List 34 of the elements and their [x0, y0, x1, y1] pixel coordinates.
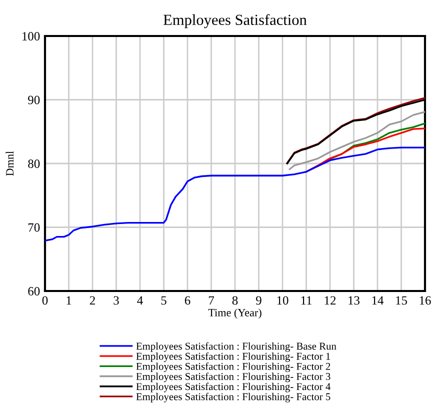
x-tick-label: 8 [232, 296, 238, 305]
x-tick-label: 10 [277, 296, 288, 305]
y-tick-label: 90 [28, 96, 40, 104]
legend-label: Employees Satisfaction : Flourishing- Factor 4 [136, 382, 330, 392]
x-tick-label: 9 [256, 296, 262, 305]
x-tick-label: 4 [137, 296, 143, 305]
y-tick-label: 100 [22, 32, 40, 40]
x-tick-label: 0 [42, 296, 48, 305]
y-tick-label: 80 [28, 160, 40, 168]
legend-label: Employees Satisfaction : Flourishing- Base Run [136, 342, 336, 352]
line-series [329, 122, 425, 160]
x-tick-label: 16 [420, 296, 431, 305]
x-tick-label: 14 [372, 296, 384, 305]
y-tick-label: 70 [28, 223, 40, 232]
chart-title: Employees Satisfaction [164, 14, 307, 28]
x-tick-label: 2 [90, 296, 95, 305]
legend-label: Employees Satisfaction : Flourishing- Factor 2 [136, 362, 330, 372]
x-tick-label: 11 [301, 296, 312, 305]
legend-label: Employees Satisfaction : Flourishing- Factor 1 [136, 352, 330, 362]
y-axis-title: Dmnl [6, 151, 14, 176]
x-tick-label: 13 [348, 296, 360, 305]
x-tick-label: 7 [208, 296, 214, 305]
legend-label: Employees Satisfaction : Flourishing- Factor 3 [136, 372, 330, 382]
legend-label: Employees Satisfaction : Flourishing- Factor 5 [136, 392, 330, 402]
x-tick-label: 1 [66, 296, 72, 305]
x-axis-title: Time (Year) [208, 308, 262, 319]
x-tick-label: 15 [396, 296, 408, 305]
y-tick-label: 60 [28, 287, 40, 296]
line-series [288, 111, 425, 170]
x-tick-label: 5 [161, 296, 166, 305]
x-tick-label: 12 [324, 296, 336, 305]
line-series [45, 146, 425, 242]
x-tick-label: 6 [184, 296, 190, 305]
x-tick-label: 3 [114, 296, 119, 305]
